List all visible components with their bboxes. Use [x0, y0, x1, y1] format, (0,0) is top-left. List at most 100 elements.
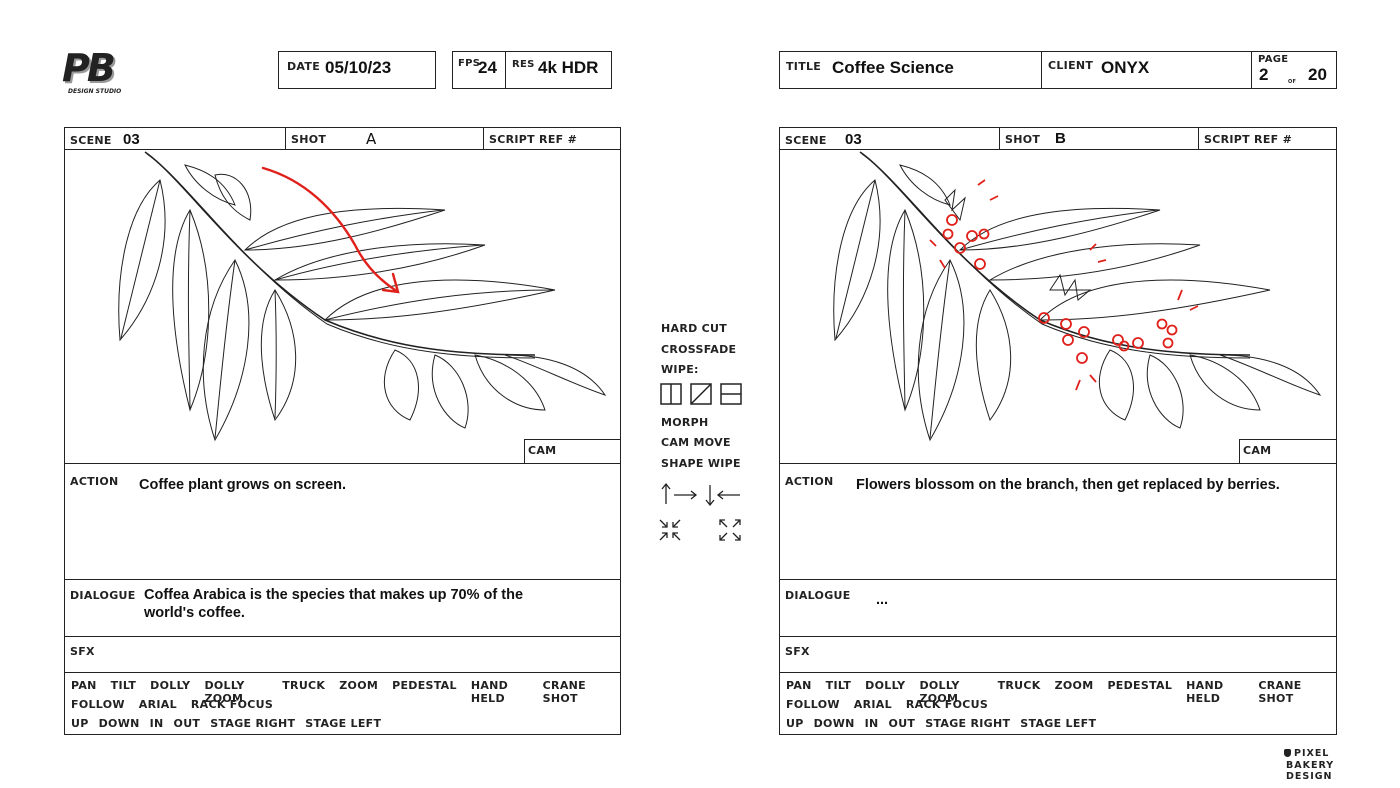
cam-move-item: DOLLY [865, 679, 906, 692]
action-text: Coffee plant grows on screen. [139, 477, 347, 493]
wipe-icons [660, 383, 742, 405]
cam-move-item: ARIAL [853, 698, 892, 711]
sketch-frame: CAM [65, 150, 620, 463]
client-label: CLIENT [1048, 59, 1094, 72]
storyboard-panel-a: SCENE 03 SHOT A SCRIPT REF # [64, 127, 621, 735]
action-label: ACTION [785, 475, 834, 488]
client-value: ONYX [1101, 58, 1150, 77]
camera-moves-row-1: PAN TILT DOLLY DOLLY ZOOM TRUCK ZOOM PED… [786, 679, 1336, 705]
sfx-section: SFX [780, 636, 1336, 672]
footer-logo: PIXEL BAKERY DESIGN [1284, 748, 1344, 783]
page-total: 20 [1308, 65, 1327, 84]
camera-moves-row-2: FOLLOW ARIAL RACK FOCUS [71, 698, 287, 711]
storyboard-panel-b: SCENE 03 SHOT B SCRIPT REF # [779, 127, 1337, 735]
res-value: 4k HDR [538, 58, 599, 77]
cam-move-item: DOLLY [150, 679, 191, 692]
cam-move-item: STAGE LEFT [305, 717, 382, 730]
action-label: ACTION [70, 475, 119, 488]
cam-move-item: IN [149, 717, 164, 730]
cam-move-item: DOLLY ZOOM [919, 679, 960, 705]
script-ref-label: SCRIPT REF # [1204, 133, 1293, 146]
fps-value: 24 [478, 58, 497, 77]
camera-moves-row-2: FOLLOW ARIAL RACK FOCUS [786, 698, 1002, 711]
cam-label: CAM [1243, 444, 1272, 457]
res-label: RES [512, 59, 535, 70]
shot-value: B [1055, 130, 1066, 147]
coffee-branch-berries-sketch [833, 151, 1322, 442]
cam-move-item: RACK FOCUS [190, 698, 274, 711]
transition-wipe: WIPE: [661, 363, 699, 376]
logo-subtitle: DESIGN STUDIO [68, 88, 122, 95]
cam-move-item: FOLLOW [71, 698, 125, 711]
cam-move-item: DOWN [813, 717, 855, 730]
script-ref-label: SCRIPT REF # [489, 133, 578, 146]
cam-move-item: ZOOM [339, 679, 379, 692]
sfx-label: SFX [70, 645, 95, 658]
logo-letters: PB [62, 46, 116, 90]
cam-move-item: TRUCK [282, 679, 326, 692]
date-label: DATE [287, 60, 321, 73]
camera-moves-row-3: UP DOWN IN OUT STAGE RIGHT STAGE LEFT [786, 717, 1110, 730]
dialogue-line-2: world's coffee. [144, 605, 245, 621]
camera-moves: PAN TILT DOLLY DOLLY ZOOM TRUCK ZOOM PED… [65, 672, 620, 734]
dialogue-section: DIALOGUE Coffea Arabica is the species t… [65, 579, 620, 636]
sketch-frame: CAM [780, 150, 1336, 463]
action-section: ACTION Coffee plant grows on screen. [65, 463, 620, 579]
fps-res-box: FPS 24 RES 4k HDR [452, 51, 612, 89]
sfx-label: SFX [785, 645, 810, 658]
cam-move-item: STAGE RIGHT [210, 717, 296, 730]
cam-move-item: TRUCK [997, 679, 1041, 692]
page-of-label: OF [1288, 79, 1297, 85]
shot-label: SHOT [291, 133, 327, 146]
sfx-section: SFX [65, 636, 620, 672]
page-label: PAGE [1258, 54, 1289, 65]
cam-move-item: ZOOM [1054, 679, 1094, 692]
cam-move-item: TILT [110, 679, 137, 692]
coffee-branch-sketch [118, 151, 607, 442]
cam-move-item: HAND HELD [1186, 679, 1224, 705]
footer-logo-text: PIXEL BAKERY DESIGN [1286, 748, 1335, 782]
cam-move-item: DOWN [98, 717, 140, 730]
page-value: 2 [1259, 65, 1269, 84]
cam-move-item: PAN [71, 679, 97, 692]
dialogue-line-1: ... [876, 592, 889, 608]
cam-move-item: CRANE SHOT [542, 679, 586, 705]
fps-label: FPS [458, 58, 481, 69]
cam-move-item: PAN [786, 679, 812, 692]
action-text: Flowers blossom on the branch, then get … [856, 477, 1280, 493]
date-value: 05/10/23 [325, 58, 392, 77]
cam-move-item: DOLLY ZOOM [204, 679, 245, 705]
action-section: ACTION Flowers blossom on the branch, th… [780, 463, 1336, 579]
transition-shape-wipe: SHAPE WIPE [661, 457, 741, 470]
camera-moves-row-3: UP DOWN IN OUT STAGE RIGHT STAGE LEFT [71, 717, 395, 730]
camera-moves-row-1: PAN TILT DOLLY DOLLY ZOOM TRUCK ZOOM PED… [71, 679, 620, 705]
direction-arrows-icon [659, 482, 741, 541]
shot-value: A [366, 130, 377, 148]
cam-move-item: CRANE SHOT [1258, 679, 1302, 705]
cam-move-item: TILT [825, 679, 852, 692]
cam-move-item: PEDESTAL [1107, 679, 1173, 692]
cam-move-item: ARIAL [138, 698, 177, 711]
camera-moves: PAN TILT DOLLY DOLLY ZOOM TRUCK ZOOM PED… [780, 672, 1336, 734]
dialogue-label: DIALOGUE [785, 589, 851, 602]
cam-move-item: UP [71, 717, 89, 730]
cam-move-item: IN [864, 717, 879, 730]
cam-move-item: STAGE LEFT [1020, 717, 1097, 730]
scene-value: 03 [123, 131, 140, 148]
cam-label: CAM [528, 444, 557, 457]
title-label: TITLE [786, 60, 822, 73]
cam-move-item: STAGE RIGHT [925, 717, 1011, 730]
shot-label: SHOT [1005, 133, 1041, 146]
cam-move-item: HAND HELD [470, 679, 509, 705]
cam-move-item: FOLLOW [786, 698, 840, 711]
title-value: Coffee Science [832, 58, 954, 77]
scene-label: SCENE [70, 134, 112, 147]
cam-move-item: OUT [173, 717, 201, 730]
cam-move-item: RACK FOCUS [905, 698, 989, 711]
cam-move-item: UP [786, 717, 804, 730]
transition-morph: MORPH [661, 416, 709, 429]
scene-value: 03 [845, 131, 862, 148]
transition-crossfade: CROSSFADE [661, 343, 737, 356]
cam-move-item: OUT [888, 717, 916, 730]
dialogue-section: DIALOGUE ... [780, 579, 1336, 636]
